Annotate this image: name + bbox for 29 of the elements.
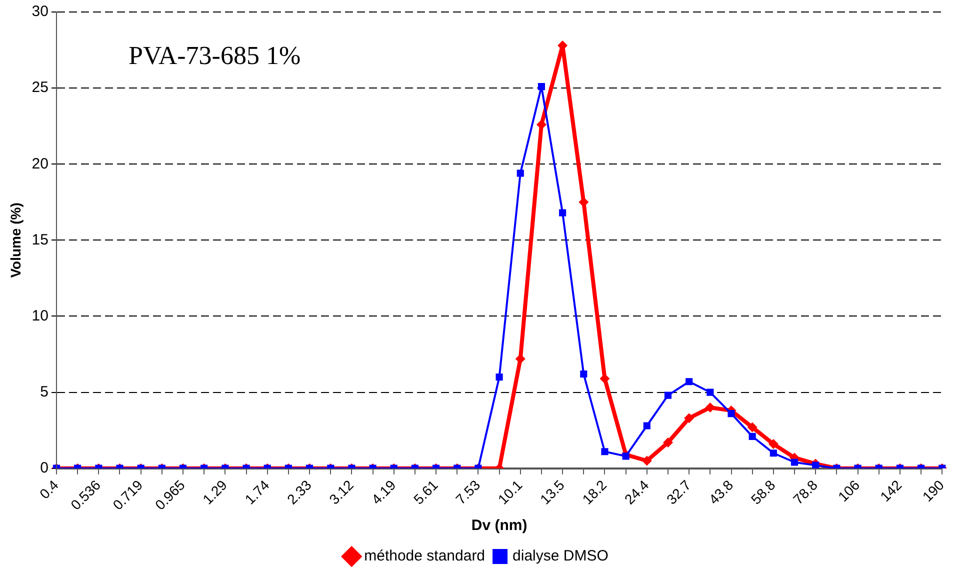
legend-label: dialyse DMSO <box>512 548 608 565</box>
y-tick-label: 10 <box>32 307 48 324</box>
point <box>515 354 526 364</box>
x-tick-label: 106 <box>834 476 863 505</box>
x-axis-title: Dv (nm) <box>471 517 528 534</box>
y-tick-label: 15 <box>32 231 48 248</box>
y-tick-label: 0 <box>40 459 48 476</box>
y-tick-label: 30 <box>32 3 48 20</box>
x-tick-label: 5.61 <box>410 476 442 508</box>
point <box>516 170 524 177</box>
point <box>538 83 546 90</box>
annotation: PVA-73-685 1% <box>128 40 301 70</box>
legend-label: méthode standard <box>364 548 486 565</box>
y-tick-label: 20 <box>32 155 48 172</box>
x-tick-label: 78.8 <box>790 476 821 508</box>
y-axis-title: Volume (%) <box>7 202 24 278</box>
x-tick-label: 142 <box>876 476 905 505</box>
y-tick-label: 25 <box>32 79 48 96</box>
x-tick-label: 7.53 <box>452 476 484 508</box>
x-tick-label: 10.1 <box>494 476 526 508</box>
point <box>559 209 566 216</box>
x-tick-label: 43.8 <box>706 476 736 508</box>
x-tick-label: 190 <box>919 476 948 505</box>
x-tick-label: 4.19 <box>368 476 399 508</box>
x-tick-label: 3.12 <box>326 476 357 508</box>
point <box>578 197 589 208</box>
x-tick-label: 0.4 <box>36 476 62 502</box>
y-tick-label: 5 <box>40 383 48 400</box>
x-tick-label: 58.8 <box>748 476 778 508</box>
